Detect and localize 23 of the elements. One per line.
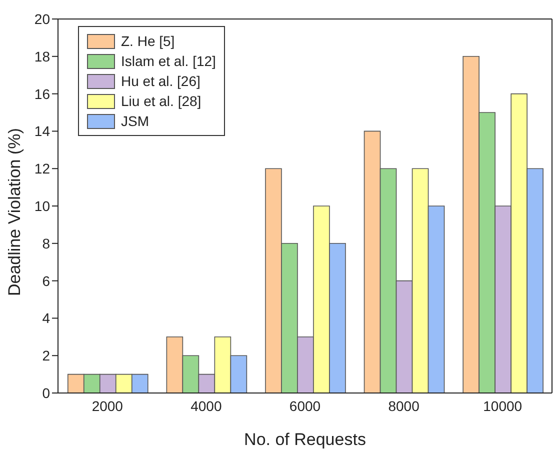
legend-label: Liu et al. [28] (121, 92, 202, 111)
y-tick-label: 4 (42, 310, 50, 326)
x-tick-label: 8000 (388, 398, 420, 414)
y-tick-label: 20 (34, 10, 50, 27)
y-tick-label: 12 (34, 160, 50, 177)
y-tick-label: 8 (42, 235, 50, 252)
legend-label: Islam et al. [12] (121, 52, 216, 71)
x-tick-label: 2000 (92, 398, 124, 414)
y-tick-label: 18 (34, 48, 50, 64)
y-tick-label: 2 (42, 348, 50, 364)
x-tick-label: 10000 (483, 398, 522, 414)
y-tick-label: 14 (34, 123, 50, 140)
legend-label: JSM (121, 112, 149, 131)
legend-label: Hu et al. [26] (121, 72, 200, 91)
x-axis-title: No. of Requests (244, 430, 366, 449)
y-tick-label: 10 (34, 198, 50, 214)
x-tick-label: 6000 (289, 398, 321, 414)
y-axis-title: Deadline Violation (%) (5, 128, 24, 296)
y-tick-label: 0 (42, 384, 50, 401)
y-tick-label: 6 (42, 272, 50, 289)
x-tick-label: 4000 (190, 398, 222, 414)
y-tick-label: 16 (34, 86, 50, 102)
legend-label: Z. He [5] (121, 32, 175, 51)
